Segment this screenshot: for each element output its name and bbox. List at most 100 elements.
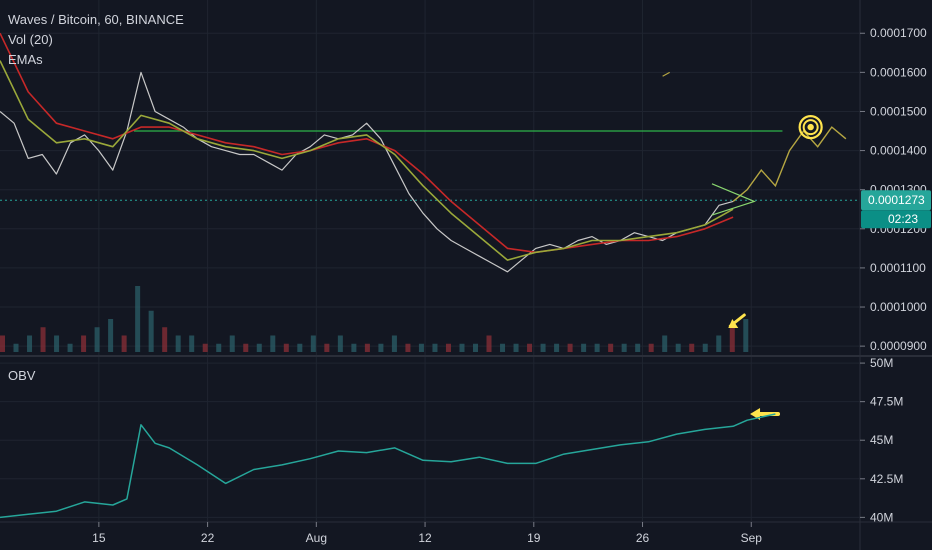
volume-bar bbox=[662, 335, 668, 352]
price-legend-emas: EMAs bbox=[8, 52, 43, 67]
projection-path[interactable] bbox=[732, 126, 847, 202]
price-axis-label: 0.0001500 bbox=[870, 104, 927, 118]
volume-bar bbox=[716, 335, 722, 352]
volume-bar bbox=[500, 343, 506, 352]
volume-bar bbox=[554, 343, 560, 352]
obv-axis-label: 40M bbox=[870, 510, 893, 524]
volume-bar bbox=[67, 343, 73, 352]
indicator-pane[interactable] bbox=[0, 408, 781, 519]
time-axis-label: 19 bbox=[527, 531, 541, 545]
volume-bar bbox=[527, 343, 533, 352]
volume-bar bbox=[135, 286, 141, 352]
volume-bar bbox=[270, 335, 276, 352]
price-badge-label: 0.0001273 bbox=[868, 193, 925, 207]
volume-bar bbox=[418, 343, 424, 352]
price-series-line[interactable] bbox=[0, 71, 734, 273]
volume-bar bbox=[216, 343, 222, 352]
volume-bar bbox=[391, 335, 397, 352]
target-circle-center bbox=[807, 123, 814, 131]
triangle-pattern[interactable] bbox=[711, 183, 756, 216]
grid-layer bbox=[0, 0, 861, 522]
time-axis-label: Sep bbox=[741, 531, 763, 545]
volume-bar bbox=[27, 335, 33, 352]
volume-bar bbox=[0, 335, 5, 352]
volume-bar bbox=[54, 335, 60, 352]
price-badge bbox=[861, 190, 931, 211]
price-series-line[interactable] bbox=[0, 60, 734, 261]
countdown-badge bbox=[861, 210, 931, 229]
volume-bar bbox=[94, 327, 100, 352]
time-axis-label: 15 bbox=[92, 531, 106, 545]
volume-bar bbox=[40, 327, 46, 352]
volume-bar bbox=[743, 319, 749, 352]
price-series-line[interactable] bbox=[0, 32, 734, 254]
volume-bar bbox=[608, 343, 614, 352]
small-mark bbox=[662, 71, 670, 77]
volume-bar bbox=[635, 343, 641, 352]
obv-axis-label: 42.5M bbox=[870, 472, 903, 486]
volume-bar bbox=[567, 343, 573, 352]
indicator-legend: OBV bbox=[8, 368, 36, 383]
volume-arrow-head bbox=[728, 319, 739, 328]
volume-bar bbox=[405, 343, 411, 352]
time-axis-label: 22 bbox=[201, 531, 215, 545]
volume-bar bbox=[283, 343, 289, 352]
target-circle-middle bbox=[802, 119, 819, 136]
volume-bar bbox=[202, 343, 208, 352]
volume-bar bbox=[310, 335, 316, 352]
price-legend-volume: Vol (20) bbox=[8, 32, 53, 47]
volume-bar bbox=[13, 343, 19, 352]
volume-bar bbox=[473, 343, 478, 352]
volume-pane bbox=[0, 286, 749, 352]
volume-bar bbox=[337, 335, 343, 352]
price-axis-label: 0.0001700 bbox=[870, 26, 927, 40]
volume-bar bbox=[364, 343, 370, 352]
volume-bar bbox=[729, 327, 735, 352]
volume-bar bbox=[445, 343, 451, 352]
volume-bar bbox=[243, 343, 249, 352]
obv-line[interactable] bbox=[0, 413, 776, 519]
volume-bar bbox=[229, 335, 235, 352]
obv-arrow-head bbox=[750, 408, 761, 420]
price-axis-label: 0.0000900 bbox=[870, 339, 927, 353]
volume-bar bbox=[689, 343, 695, 352]
obv-axis-label: 50M bbox=[870, 356, 893, 370]
price-legend: Waves / Bitcoin, 60, BINANCE Vol (20) EM… bbox=[8, 12, 184, 67]
time-axis-label: 26 bbox=[636, 531, 650, 545]
volume-bar bbox=[378, 343, 384, 352]
price-pane[interactable] bbox=[0, 32, 860, 273]
target-circle-outer[interactable] bbox=[798, 115, 823, 140]
volume-bar bbox=[432, 343, 438, 352]
volume-bar bbox=[121, 335, 127, 352]
volume-bar bbox=[594, 343, 600, 352]
volume-bar bbox=[175, 335, 181, 352]
price-legend-title: Waves / Bitcoin, 60, BINANCE bbox=[8, 12, 184, 27]
volume-bar bbox=[486, 335, 492, 352]
volume-bar bbox=[459, 343, 465, 352]
volume-bar bbox=[513, 343, 519, 352]
volume-bar bbox=[621, 343, 627, 352]
volume-bar bbox=[256, 343, 262, 352]
time-axis-label: Aug bbox=[306, 531, 327, 545]
obv-axis-label: 47.5M bbox=[870, 395, 903, 409]
volume-bar bbox=[648, 343, 654, 352]
indicator-legend-title: OBV bbox=[8, 368, 36, 383]
volume-bar bbox=[297, 343, 303, 352]
volume-bar bbox=[189, 335, 195, 352]
time-axis-label: 12 bbox=[418, 531, 432, 545]
price-axis-label: 0.0001100 bbox=[870, 261, 926, 275]
volume-bar bbox=[581, 343, 587, 352]
volume-bar bbox=[675, 343, 681, 352]
volume-bar bbox=[108, 319, 114, 352]
volume-bar bbox=[540, 343, 546, 352]
volume-bar bbox=[702, 343, 708, 352]
volume-bar bbox=[162, 327, 168, 352]
price-axis-label: 0.0001000 bbox=[870, 300, 927, 314]
volume-bar bbox=[351, 343, 357, 352]
price-axis-label: 0.0001400 bbox=[870, 144, 927, 158]
countdown-label: 02:23 bbox=[888, 212, 918, 226]
